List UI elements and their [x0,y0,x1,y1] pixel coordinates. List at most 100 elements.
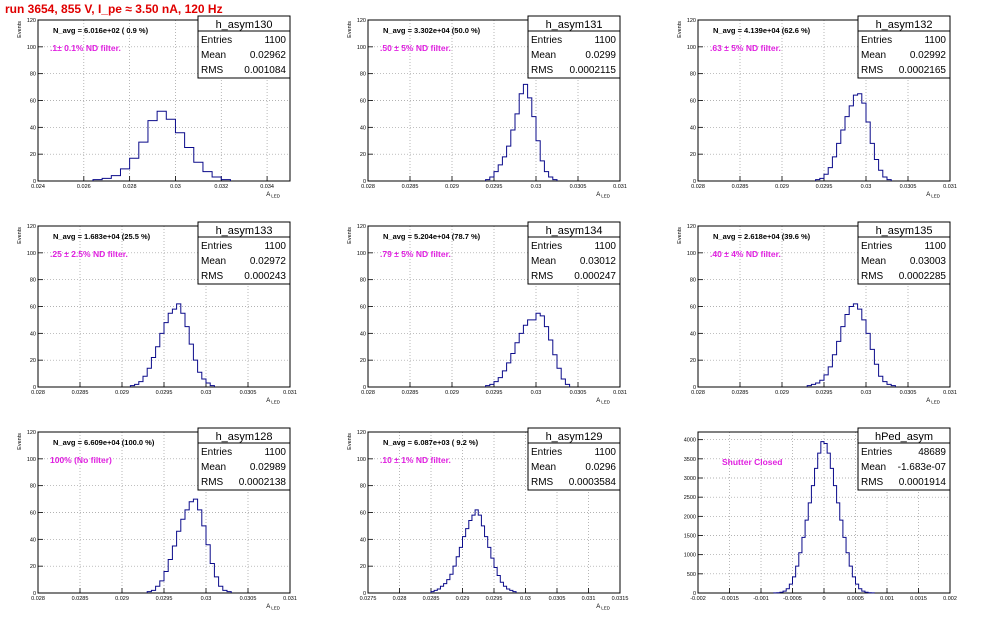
x-tick-label: 0.0285 [402,184,419,190]
stats-box [857,427,951,491]
x-tick-label: 0.029 [456,596,470,602]
filter-label: .1± 0.1% ND filter. [50,43,121,53]
x-tick-label: 0.0305 [240,390,257,396]
stats-label: RMS [201,477,224,488]
y-tick-label: 2500 [684,495,696,501]
histogram-pad-hPed_asym: -0.002 -0.0015 -0.001 -0.0005 0 0.0005 0.001 0.… [684,427,957,602]
y-axis-title: Events [17,227,23,244]
stats-label: RMS [861,65,884,76]
histogram-line [129,303,215,387]
stats-value: 1100 [594,241,616,252]
stats-label: RMS [531,271,554,282]
x-axis-title: ALED [266,398,281,405]
y-tick-label: 120 [357,18,366,24]
y-tick-label: 2000 [684,514,696,520]
y-tick-label: 40 [30,125,36,131]
navg-label: N_avg = 3.302e+04 (50.0 %) [383,26,481,35]
stats-value: 0.0002115 [569,65,616,76]
x-tick-label: 0.029 [115,596,129,602]
x-tick-label: 0.029 [775,184,789,190]
y-tick-label: 120 [27,224,36,230]
stats-value: 0.02962 [250,50,287,61]
stats-value: 0.02972 [250,256,287,267]
y-tick-label: 40 [30,331,36,337]
x-tick-label: 0.0275 [360,596,377,602]
histogram-pad-h_asym130: 0.024 0.026 0.028 0.03 0.032 0.034 0 20 40 60 80 10… [17,15,291,199]
y-tick-label: 40 [360,331,366,337]
x-tick-label: 0.028 [691,184,705,190]
navg-label: N_avg = 6.609e+04 (100.0 %) [53,438,155,447]
x-tick-label: 0.03 [170,184,181,190]
y-tick-label: 120 [357,224,366,230]
x-axis-title: ALED [596,604,611,611]
x-tick-label: 0.029 [445,184,459,190]
x-tick-label: 0.03 [531,390,542,396]
histogram-pad-h_asym129: 0.0275 0.028 0.0285 0.029 0.0295 0.03 0.0305 0.… [347,427,628,611]
x-tick-label: 0.0295 [486,596,503,602]
x-tick-label: 0.028 [31,390,45,396]
x-tick-label: 0.03 [861,390,872,396]
y-tick-label: 20 [360,358,366,364]
x-tick-label: 0.001 [880,596,894,602]
x-tick-label: 0.028 [361,390,375,396]
y-tick-label: 100 [357,45,366,51]
y-axis-title: Events [677,21,683,38]
stats-value: 1100 [924,35,946,46]
stats-label: RMS [861,477,884,488]
stats-value: 0.0002165 [899,65,947,76]
x-tick-label: 0.034 [260,184,274,190]
stats-label: Mean [861,256,886,267]
y-tick-label: 120 [687,224,696,230]
histogram-pad-h_asym135: 0.028 0.0285 0.029 0.0295 0.03 0.0305 0.031 0 20… [677,221,957,405]
x-tick-label: 0.031 [283,390,297,396]
filter-label: .50 ± 5% ND filter. [380,43,451,53]
y-tick-label: 20 [690,358,696,364]
x-tick-label: 0.032 [214,184,228,190]
y-tick-label: 0 [363,179,366,185]
y-tick-label: 80 [30,484,36,490]
stats-box [197,15,291,79]
x-tick-label: 0.03 [201,596,212,602]
filter-label: Shutter Closed [722,457,782,467]
y-tick-label: 120 [357,430,366,436]
stats-value: 0.03012 [580,256,617,267]
filter-label: .10 ± 1% ND filter. [380,455,451,465]
y-tick-label: 120 [27,18,36,24]
stats-value: 0.000247 [574,271,616,282]
stats-value: -1.683e-07 [898,462,947,473]
y-axis-title: Events [677,227,683,244]
histogram-name: h_asym135 [876,225,933,237]
histogram-name: h_asym131 [546,19,603,31]
histogram-name: h_asym134 [546,225,603,237]
navg-label: N_avg = 5.204e+04 (78.7 %) [383,232,481,241]
stats-label: Entries [201,241,232,252]
x-tick-label: 0.0305 [570,184,587,190]
x-tick-label: -0.0005 [783,596,802,602]
histogram-line [806,303,896,387]
x-tick-label: 0.0285 [72,596,89,602]
x-tick-label: 0.0305 [240,596,257,602]
x-tick-label: 0.0305 [570,390,587,396]
stats-label: Mean [531,50,556,61]
x-tick-label: 0 [822,596,825,602]
y-tick-label: 100 [27,457,36,463]
y-tick-label: 60 [30,99,36,105]
stats-value: 0.0299 [585,50,616,61]
stats-box [527,15,621,79]
y-tick-label: 60 [360,99,366,105]
x-tick-label: 0.0295 [156,390,173,396]
x-tick-label: 0.0305 [549,596,566,602]
y-tick-label: 3500 [684,457,696,463]
stats-box [197,427,291,491]
x-tick-label: 0.0305 [900,184,917,190]
x-axis-title: ALED [596,192,611,199]
y-tick-label: 500 [687,572,696,578]
x-tick-label: 0.031 [582,596,596,602]
x-tick-label: 0.0295 [156,596,173,602]
histogram-line [485,312,571,387]
stats-label: Mean [201,462,226,473]
y-tick-label: 100 [687,251,696,257]
y-tick-label: 120 [27,430,36,436]
y-tick-label: 100 [27,251,36,257]
